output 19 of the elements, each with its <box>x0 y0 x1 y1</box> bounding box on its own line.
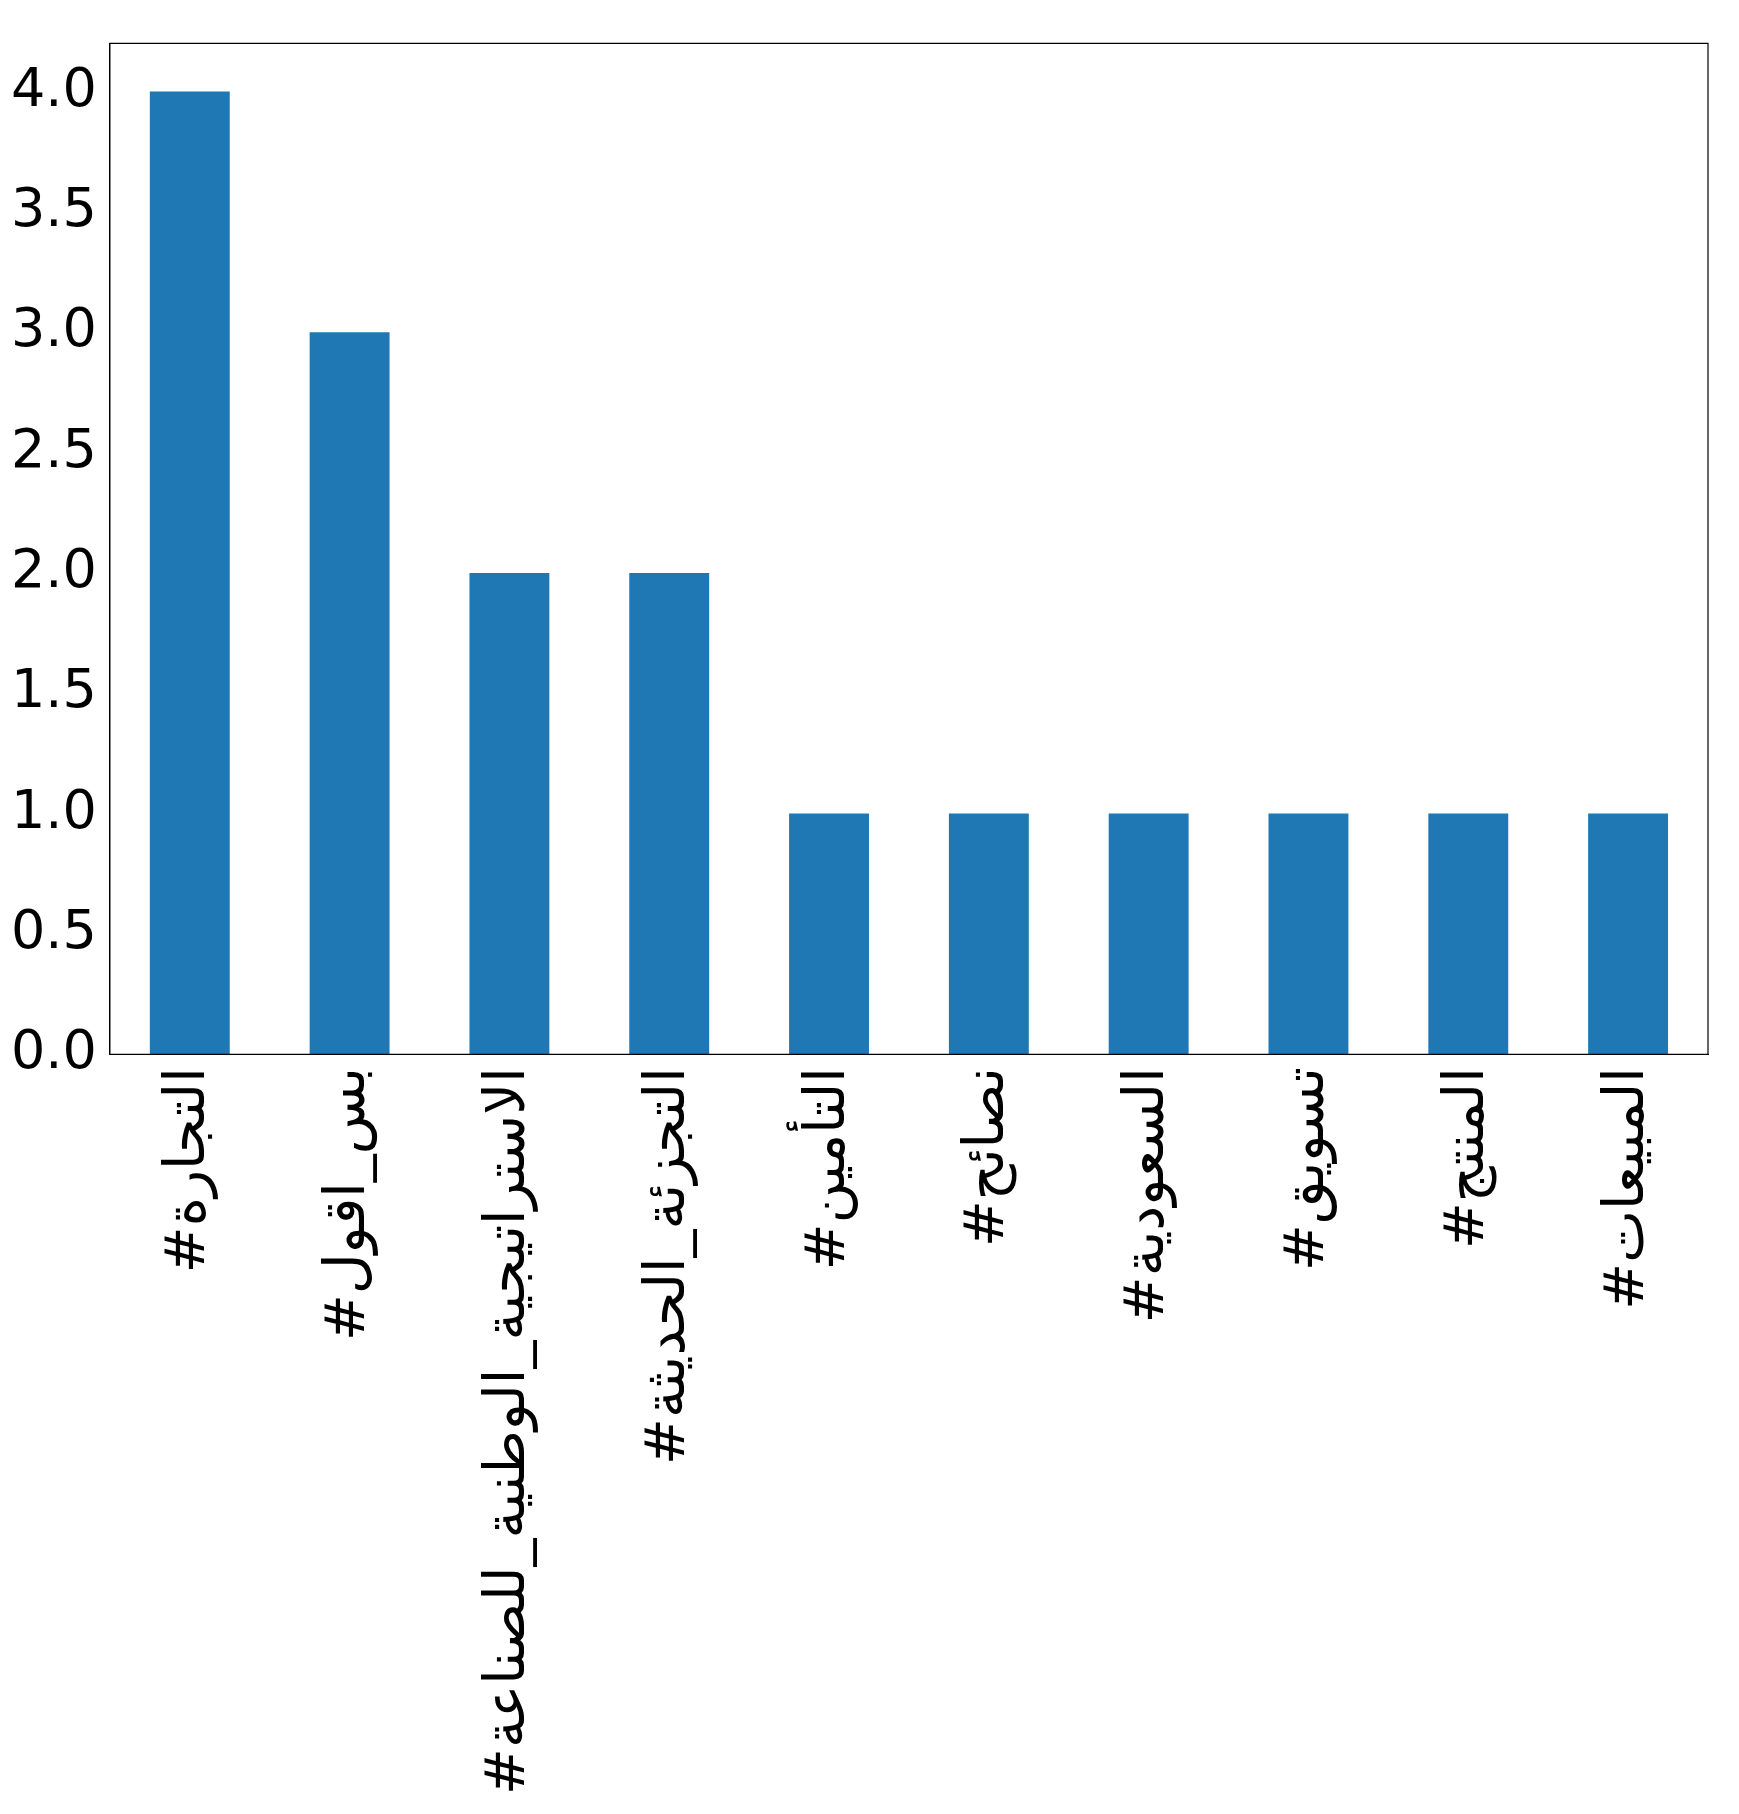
y-tick-label: 2.5 <box>10 416 97 480</box>
y-tick-label: 2.0 <box>10 536 97 600</box>
x-tick-label: #المنتج <box>1430 1067 1497 1250</box>
y-tick-label: 1.5 <box>10 657 97 721</box>
y-tick-label: 0.0 <box>10 1018 97 1082</box>
y-tick-label: 0.5 <box>10 897 97 961</box>
y-tick-label: 3.5 <box>10 175 97 239</box>
x-tick-label: #تسويق <box>1271 1067 1338 1271</box>
y-tick-label: 1.0 <box>10 777 97 841</box>
x-tick-label: #التأمين <box>785 1067 858 1271</box>
x-tick-label: #الاستراتيجية_الوطنية_للصناعة <box>471 1067 538 1796</box>
y-tick-label: 4.0 <box>10 55 97 119</box>
x-tick-label: #التجارة <box>152 1067 219 1274</box>
y-tick-label: 3.0 <box>10 296 97 360</box>
x-tick-label: #التجزئة_الحديثة <box>631 1067 698 1466</box>
x-tick-label: #بس_اقول <box>312 1067 379 1342</box>
x-tick-label: #السعودية <box>1111 1067 1178 1324</box>
x-tick-label: #نصائح <box>951 1067 1018 1248</box>
x-tick-label: #المبيعات <box>1590 1067 1656 1310</box>
